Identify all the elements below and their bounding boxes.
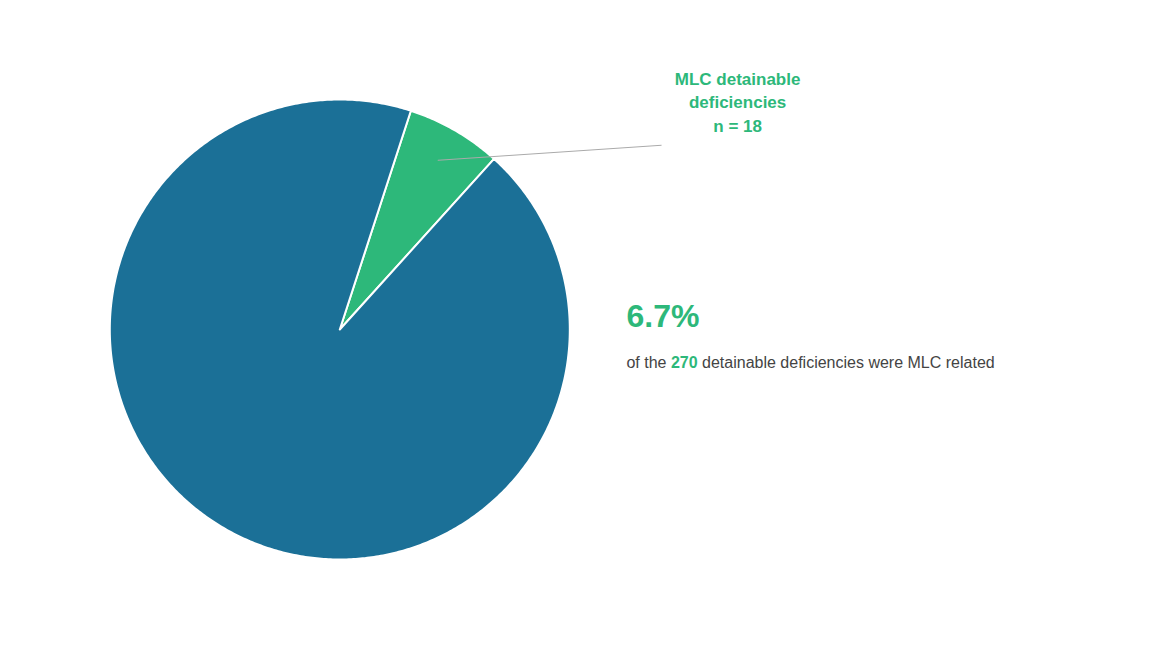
svg-text:MLC detainabledeficienciesn =: MLC detainabledeficienciesn = 18: [675, 70, 801, 137]
svg-text:6.7%: 6.7%: [626, 298, 699, 334]
svg-text:270: 270: [671, 354, 698, 371]
svg-text:detainable deficiencies were M: detainable deficiencies were MLC related: [698, 354, 995, 371]
svg-text:of the: of the: [626, 354, 670, 371]
